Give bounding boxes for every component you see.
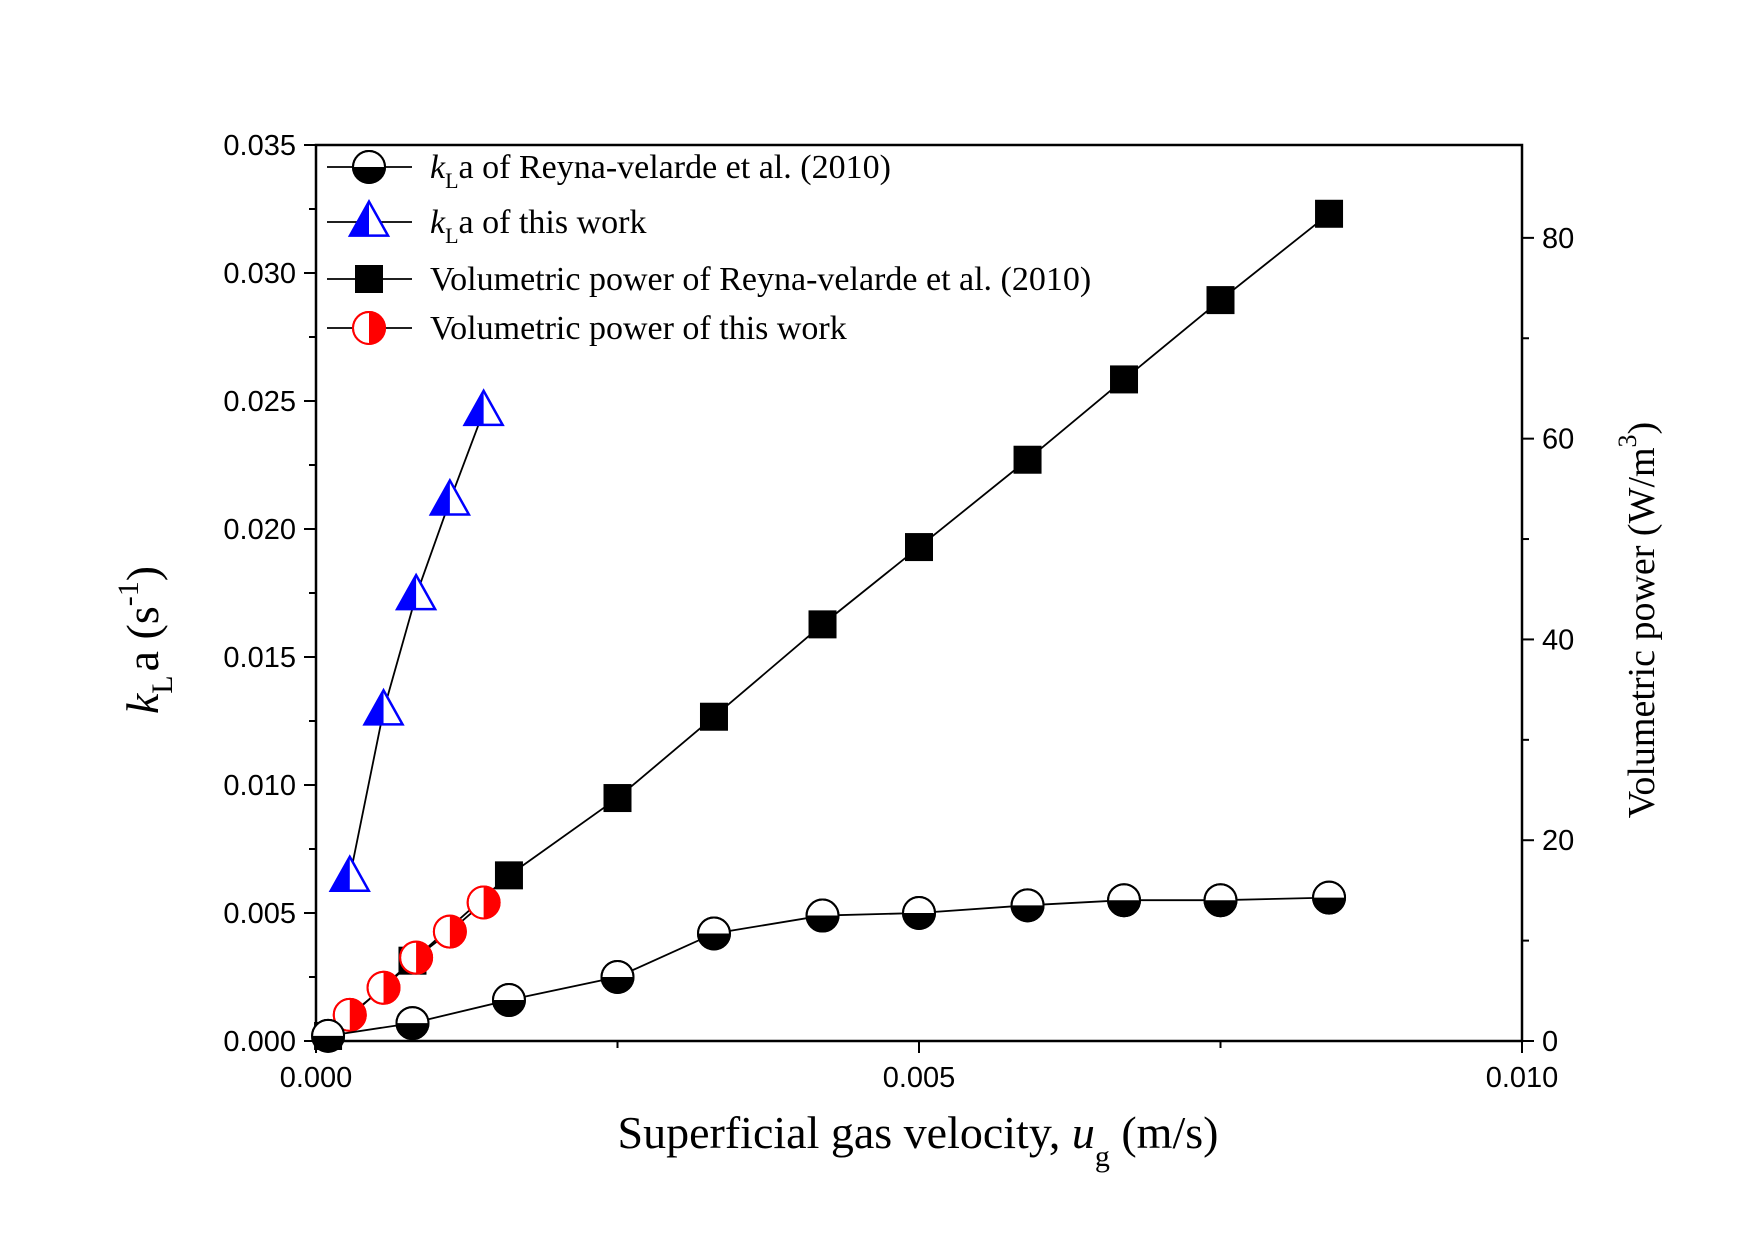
data-point [696, 916, 731, 951]
legend-marker [352, 311, 386, 345]
y-left-tick-label: 0.020 [223, 514, 296, 546]
y-axis-left-title: kLa (s-1) [112, 566, 179, 714]
y-right-tick-label: 80 [1542, 223, 1574, 255]
legend-label: kLa of this work [430, 204, 646, 248]
data-point [311, 1018, 346, 1053]
series-power-this-work [332, 885, 501, 1032]
legend: kLa of Reyna-velarde et al. (2010) kLa of… [327, 149, 1091, 347]
data-point [399, 940, 434, 975]
data-point [432, 914, 467, 949]
data-point [902, 896, 936, 930]
legend-marker [352, 150, 386, 184]
legend-label: kLa of Reyna-velarde et al. (2010) [430, 149, 891, 193]
y-left-tick-label: 0.015 [223, 642, 296, 674]
data-point [1010, 888, 1045, 923]
data-point [428, 477, 471, 516]
data-point [808, 610, 837, 639]
data-point [328, 854, 371, 893]
data-point [805, 898, 840, 933]
data-point [603, 784, 632, 813]
y-left-tick-label: 0.030 [223, 258, 296, 290]
legend-entry: kLa of this work [327, 199, 646, 248]
data-point [395, 1006, 430, 1041]
y-axis-right-title: Volumetric power (W/m3) [1613, 422, 1663, 818]
series-group [311, 199, 1347, 1053]
legend-marker [347, 199, 391, 237]
data-point [699, 702, 728, 731]
data-point [332, 997, 367, 1032]
axis-ticks: 0.000 0.005 0.010 0.000 0.005 0.010 0.015 0.020… [223, 130, 1574, 1094]
legend-entry: Volumetric power of this work [327, 310, 847, 347]
data-point [394, 572, 438, 611]
data-point [1315, 199, 1344, 228]
series-kla-reyna [311, 880, 1347, 1053]
data-point [1107, 883, 1142, 918]
data-point [905, 533, 933, 562]
x-axis-title: Superficial gas velocity, ug (m/s) [618, 1107, 1219, 1173]
data-point [462, 388, 505, 427]
data-point [1110, 365, 1139, 394]
data-point [1312, 880, 1347, 915]
x-tick-label: 0.000 [280, 1062, 353, 1094]
y-left-tick-label: 0.000 [223, 1026, 296, 1058]
data-point [491, 983, 526, 1018]
legend-entry: kLa of Reyna-velarde et al. (2010) [327, 149, 891, 193]
y-right-tick-label: 20 [1542, 825, 1574, 857]
y-right-tick-label: 60 [1542, 424, 1574, 456]
y-left-tick-label: 0.005 [223, 898, 296, 930]
legend-entry: Volumetric power of Reyna-velarde et al.… [327, 261, 1091, 298]
legend-label: Volumetric power of Reyna-velarde et al.… [430, 261, 1091, 298]
y-left-tick-label: 0.035 [223, 130, 296, 162]
data-point [1206, 286, 1235, 315]
legend-label: Volumetric power of this work [430, 310, 847, 347]
data-point [466, 885, 501, 920]
data-point [600, 960, 635, 994]
x-tick-label: 0.005 [883, 1062, 956, 1094]
legend-marker [355, 265, 383, 293]
data-point [362, 687, 405, 726]
y-right-tick-label: 40 [1542, 624, 1574, 656]
data-point [1203, 883, 1238, 918]
series-kla-this-work [328, 388, 505, 893]
x-tick-label: 0.010 [1486, 1062, 1559, 1094]
y-left-tick-label: 0.025 [223, 386, 296, 418]
data-point [1013, 445, 1042, 474]
series-line [348, 410, 485, 878]
y-right-tick-label: 0 [1542, 1026, 1558, 1058]
data-point [494, 861, 523, 890]
data-point [366, 970, 401, 1005]
y-left-tick-label: 0.010 [223, 770, 296, 802]
